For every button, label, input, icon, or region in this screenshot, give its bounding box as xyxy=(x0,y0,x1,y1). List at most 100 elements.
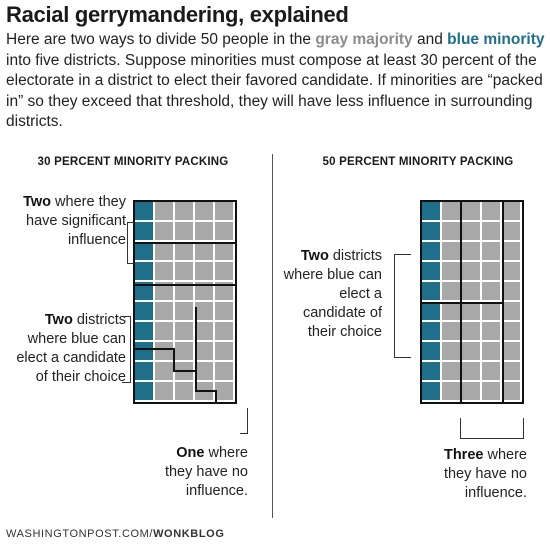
gray-person-cell xyxy=(482,382,500,400)
blue-person-cell xyxy=(422,362,440,380)
left-label-significant-influence: Two where they have significant influenc… xyxy=(6,193,126,250)
blue-person-cell xyxy=(135,342,153,360)
gray-person-cell xyxy=(215,302,233,320)
gray-person-cell xyxy=(155,262,173,280)
left-district-grid xyxy=(133,200,237,404)
gray-person-cell xyxy=(482,282,500,300)
gray-person-cell xyxy=(502,242,520,260)
right-label-can-elect: Two districts where blue can elect a can… xyxy=(278,247,382,342)
blue-person-cell xyxy=(135,322,153,340)
gray-person-cell xyxy=(502,222,520,240)
gray-person-cell xyxy=(215,222,233,240)
gray-person-cell xyxy=(195,322,213,340)
right-panel-heading: 50 PERCENT MINORITY PACKING xyxy=(322,156,514,168)
gray-person-cell xyxy=(215,282,233,300)
footer-credit: WASHINGTONPOST.COM/WONKBLOG xyxy=(6,528,224,540)
gray-person-cell xyxy=(195,282,213,300)
left-panel-heading: 30 PERCENT MINORITY PACKING xyxy=(37,156,229,168)
gray-person-cell xyxy=(175,382,193,400)
gray-person-cell xyxy=(482,362,500,380)
gray-person-cell xyxy=(175,302,193,320)
district-boundary xyxy=(195,307,217,403)
left-bottom-bracket xyxy=(240,408,248,434)
gray-person-cell xyxy=(502,362,520,380)
gray-person-cell xyxy=(502,342,520,360)
gray-person-cell xyxy=(462,262,480,280)
gray-person-cell xyxy=(462,362,480,380)
intro-text-1: Here are two ways to divide 50 people in… xyxy=(6,31,316,48)
district-boundary xyxy=(133,200,237,404)
right-left-bracket xyxy=(394,254,411,358)
gray-person-cell xyxy=(155,362,173,380)
gray-person-cell xyxy=(502,382,520,400)
gray-person-cell xyxy=(195,362,213,380)
gray-person-cell xyxy=(442,382,460,400)
gray-person-cell xyxy=(502,302,520,320)
gray-person-cell xyxy=(155,242,173,260)
blue-person-cell xyxy=(422,342,440,360)
gray-person-cell xyxy=(482,322,500,340)
left-mid-bracket xyxy=(122,316,131,383)
district-boundary xyxy=(420,200,524,404)
gray-person-cell xyxy=(175,262,193,280)
gray-person-cell xyxy=(462,202,480,220)
gray-person-cell xyxy=(175,222,193,240)
gray-person-cell xyxy=(215,362,233,380)
gray-person-cell xyxy=(155,382,173,400)
intro-paragraph: Here are two ways to divide 50 people in… xyxy=(6,30,546,133)
gray-person-cell xyxy=(195,222,213,240)
gray-person-cell xyxy=(442,242,460,260)
blue-person-cell xyxy=(135,302,153,320)
right-label-bottom-bold: Three xyxy=(443,447,484,463)
gray-person-cell xyxy=(482,242,500,260)
blue-person-cell xyxy=(135,362,153,380)
left-label-bottom-bold: One xyxy=(176,445,205,461)
gray-person-cell xyxy=(442,222,460,240)
gray-person-cell xyxy=(482,202,500,220)
left-label-bottom-text: where they have no influence. xyxy=(164,445,248,499)
blue-person-cell xyxy=(422,242,440,260)
intro-text-2: and xyxy=(412,31,448,48)
gray-person-cell xyxy=(215,202,233,220)
gray-person-cell xyxy=(442,302,460,320)
gray-person-cell xyxy=(175,242,193,260)
blue-person-cell xyxy=(422,262,440,280)
gray-person-cell xyxy=(502,322,520,340)
gray-person-cell xyxy=(195,202,213,220)
left-label-top-text: where they have significant influence xyxy=(26,194,126,248)
gray-person-cell xyxy=(462,342,480,360)
gray-majority-term: gray majority xyxy=(315,31,413,48)
gray-person-cell xyxy=(462,222,480,240)
gray-person-cell xyxy=(155,222,173,240)
gray-person-cell xyxy=(442,202,460,220)
gray-person-cell xyxy=(215,262,233,280)
blue-person-cell xyxy=(135,202,153,220)
gray-person-cell xyxy=(175,202,193,220)
gray-person-cell xyxy=(155,322,173,340)
blue-person-cell xyxy=(135,242,153,260)
district-boundary xyxy=(173,349,196,372)
panel-divider xyxy=(272,154,273,518)
right-label-left-bold: Two xyxy=(300,248,329,264)
gray-person-cell xyxy=(215,342,233,360)
blue-person-cell xyxy=(135,262,153,280)
gray-person-cell xyxy=(482,262,500,280)
right-label-left-text: districts where blue can elect a candida… xyxy=(283,248,382,340)
gray-person-cell xyxy=(215,242,233,260)
blue-person-cell xyxy=(422,382,440,400)
right-district-grid xyxy=(420,200,524,404)
gray-person-cell xyxy=(442,262,460,280)
gray-person-cell xyxy=(195,242,213,260)
left-label-no-influence: One where they have no influence. xyxy=(150,444,248,501)
intro-text-3: into five districts. Suppose minorities … xyxy=(6,51,543,131)
blue-person-cell xyxy=(422,202,440,220)
gray-person-cell xyxy=(215,322,233,340)
left-label-mid-bold: Two xyxy=(44,312,73,328)
blue-person-cell xyxy=(135,282,153,300)
left-label-can-elect: Two districts where blue can elect a can… xyxy=(6,311,126,387)
blue-person-cell xyxy=(422,282,440,300)
gray-person-cell xyxy=(155,302,173,320)
gray-person-cell xyxy=(175,282,193,300)
gray-person-cell xyxy=(195,262,213,280)
gray-person-cell xyxy=(462,382,480,400)
